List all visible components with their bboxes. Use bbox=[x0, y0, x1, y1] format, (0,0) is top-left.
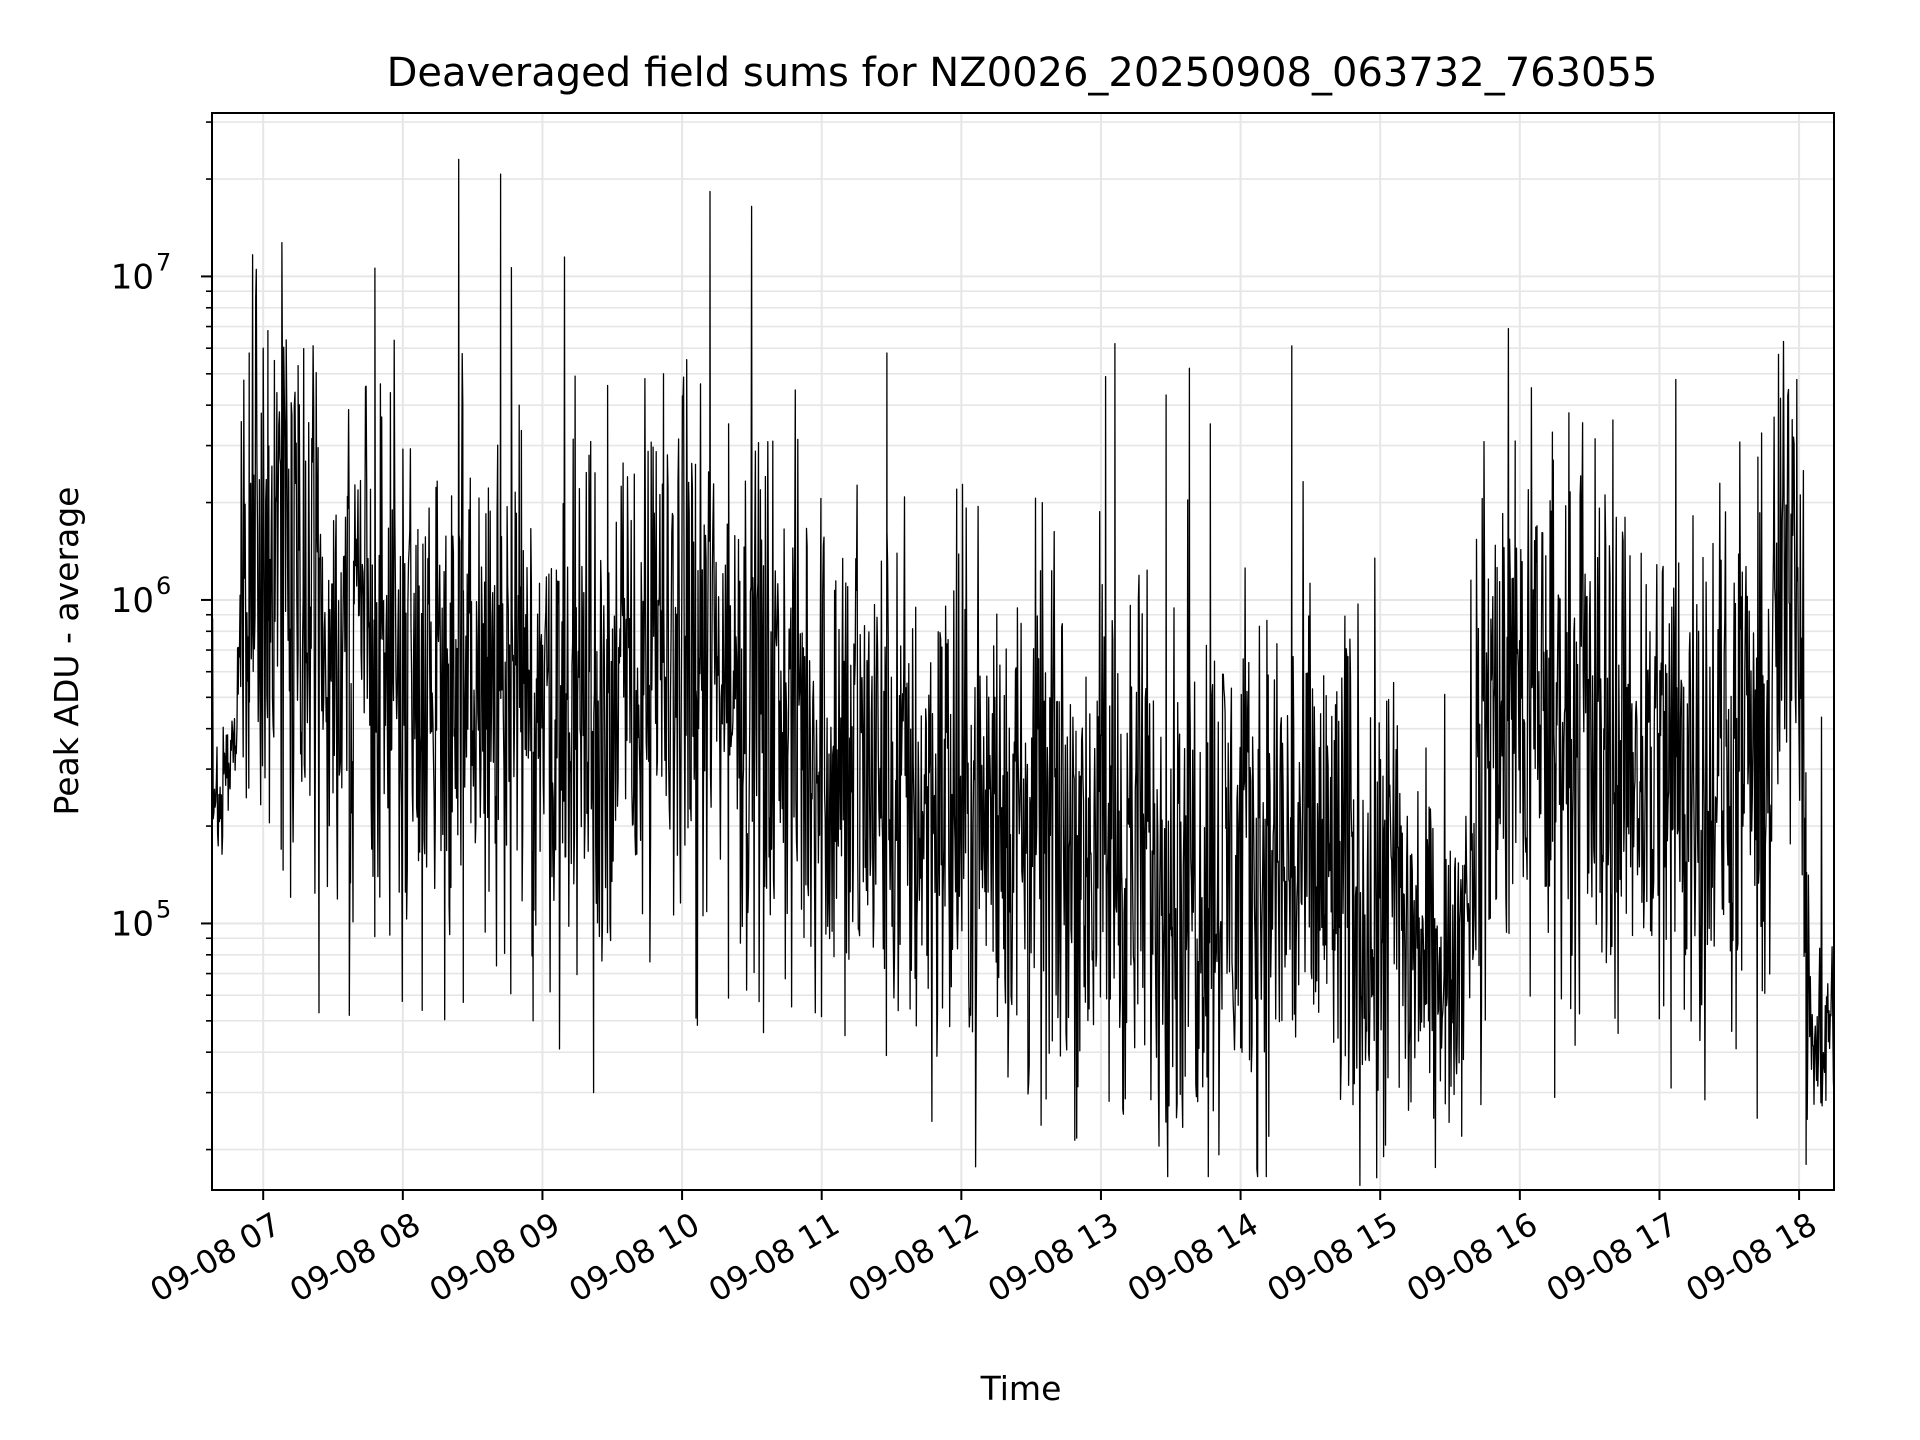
x-axis-label: Time bbox=[980, 1369, 1062, 1408]
chart-title: Deaveraged field sums for NZ0026_2025090… bbox=[387, 50, 1658, 96]
y-tick-exponent: 7 bbox=[156, 248, 171, 276]
y-tick-label: 10 5 bbox=[111, 895, 172, 944]
y-tick-label: 10 7 bbox=[111, 248, 172, 297]
y-tick-label: 10 6 bbox=[111, 572, 172, 621]
series-line bbox=[212, 158, 1834, 1187]
y-tick-base: 10 bbox=[111, 581, 154, 621]
y-tick-exponent: 5 bbox=[156, 895, 171, 923]
y-tick-exponent: 6 bbox=[156, 572, 171, 600]
y-tick-base: 10 bbox=[111, 904, 154, 944]
y-axis-label: Peak ADU - average bbox=[47, 487, 86, 816]
plot-frame bbox=[211, 112, 1835, 1191]
y-tick-base: 10 bbox=[111, 257, 154, 297]
series-line-group bbox=[212, 158, 1834, 1187]
